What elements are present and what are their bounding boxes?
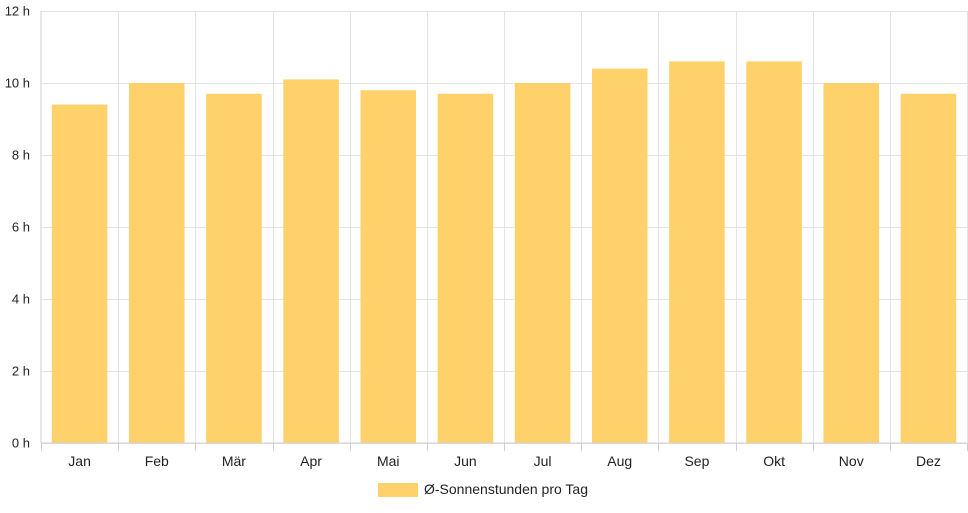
x-tick-label: Nov (839, 453, 864, 469)
y-tick-label: 8 h (12, 148, 30, 163)
bar[interactable] (514, 83, 571, 443)
bar[interactable] (51, 104, 108, 443)
y-tick-label: 10 h (5, 76, 30, 91)
x-tick-labels: Jan Feb Mär Apr Mai Jun Jul Aug Sep Okt Nov Dez (41, 443, 968, 469)
y-tick-label: 0 h (12, 436, 30, 451)
x-tick-label: Apr (300, 453, 322, 469)
legend[interactable]: Ø-Sonnenstunden pro Tag (378, 481, 588, 497)
bar[interactable] (900, 93, 957, 444)
x-tick-label: Dez (916, 453, 941, 469)
x-tick-label: Okt (763, 453, 785, 469)
bar[interactable] (823, 83, 880, 443)
x-tick-label: Sep (684, 453, 709, 469)
bar[interactable] (128, 83, 185, 443)
bar[interactable] (746, 61, 802, 444)
bar[interactable] (283, 79, 339, 444)
x-tick-label: Jun (454, 453, 477, 469)
grid-lines (41, 11, 968, 444)
legend-swatch (378, 483, 418, 497)
x-tick-label: Jul (534, 453, 552, 469)
y-tick-label: 4 h (12, 292, 30, 307)
y-tick-labels: 0 h 2 h 4 h 6 h 8 h 10 h 12 h (5, 4, 30, 451)
x-tick-label: Mai (377, 453, 400, 469)
bar[interactable] (669, 61, 725, 444)
y-tick-label: 12 h (5, 4, 30, 19)
bar[interactable] (591, 68, 648, 443)
x-tick-label: Mär (222, 453, 246, 469)
x-tick-label: Jan (68, 453, 91, 469)
x-tick-label: Feb (145, 453, 169, 469)
bar[interactable] (437, 93, 494, 444)
bars (51, 61, 957, 444)
x-tick-label: Aug (607, 453, 632, 469)
y-tick-label: 2 h (12, 364, 30, 379)
legend-label: Ø-Sonnenstunden pro Tag (424, 481, 588, 497)
bar[interactable] (360, 90, 417, 443)
y-tick-label: 6 h (12, 220, 30, 235)
bar[interactable] (206, 93, 262, 444)
